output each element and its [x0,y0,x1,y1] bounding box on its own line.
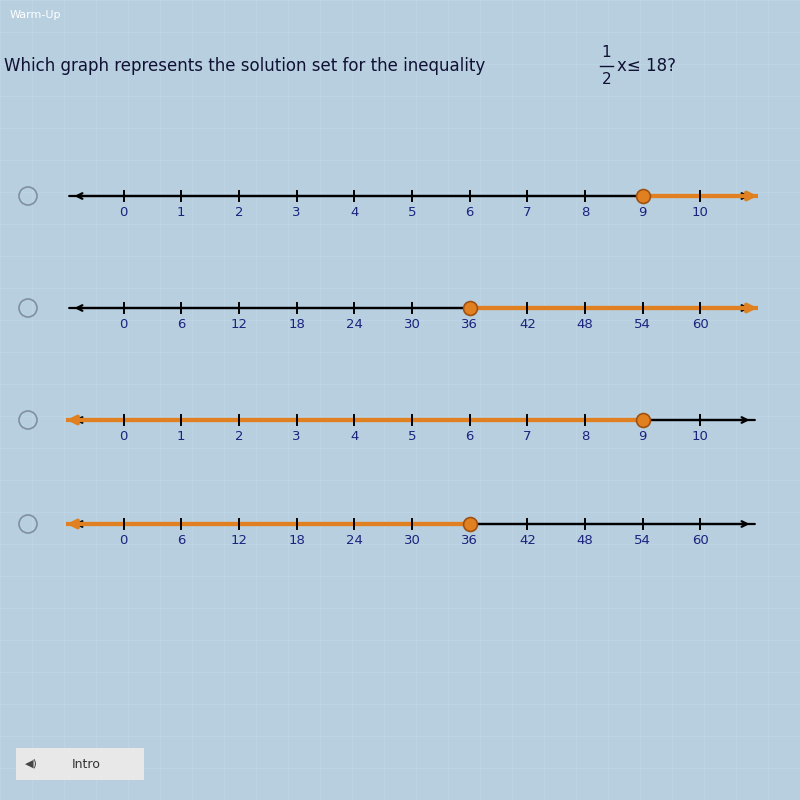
Text: Intro: Intro [72,758,101,770]
Text: Which graph represents the solution set for the inequality: Which graph represents the solution set … [4,57,490,75]
Text: 60: 60 [692,318,709,330]
Text: 0: 0 [119,206,128,218]
Text: 10: 10 [692,430,709,442]
Text: x≤ 18?: x≤ 18? [617,57,676,75]
Text: 30: 30 [403,318,421,330]
Text: 54: 54 [634,318,651,330]
Text: 54: 54 [634,534,651,546]
Text: 8: 8 [581,430,590,442]
Text: 10: 10 [692,206,709,218]
Text: 6: 6 [466,206,474,218]
Text: 48: 48 [577,318,594,330]
Text: 36: 36 [462,534,478,546]
Text: 6: 6 [466,430,474,442]
Text: 12: 12 [230,534,247,546]
Text: 6: 6 [177,534,186,546]
Text: Warm-Up: Warm-Up [10,10,62,20]
Text: ◀): ◀) [25,759,38,769]
Text: 36: 36 [462,318,478,330]
Text: 6: 6 [177,318,186,330]
FancyBboxPatch shape [10,746,150,782]
Text: 18: 18 [288,318,305,330]
Text: 3: 3 [292,430,301,442]
Text: 0: 0 [119,534,128,546]
Text: 9: 9 [638,206,647,218]
Text: 1: 1 [177,430,186,442]
Text: 24: 24 [346,534,362,546]
Text: 42: 42 [519,318,536,330]
Text: 24: 24 [346,318,362,330]
Text: 4: 4 [350,430,358,442]
Text: 3: 3 [292,206,301,218]
Text: 1: 1 [177,206,186,218]
Text: 18: 18 [288,534,305,546]
Text: 30: 30 [403,534,421,546]
Text: 1: 1 [602,46,611,60]
Text: 5: 5 [408,206,416,218]
Text: 48: 48 [577,534,594,546]
Text: 4: 4 [350,206,358,218]
Text: 0: 0 [119,430,128,442]
Text: 7: 7 [523,206,532,218]
Text: 2: 2 [602,72,611,86]
Text: 2: 2 [234,206,243,218]
Text: 60: 60 [692,534,709,546]
Text: 7: 7 [523,430,532,442]
Text: 9: 9 [638,430,647,442]
Text: 2: 2 [234,430,243,442]
Text: 8: 8 [581,206,590,218]
Text: 42: 42 [519,534,536,546]
Text: 12: 12 [230,318,247,330]
Text: 5: 5 [408,430,416,442]
Text: 0: 0 [119,318,128,330]
